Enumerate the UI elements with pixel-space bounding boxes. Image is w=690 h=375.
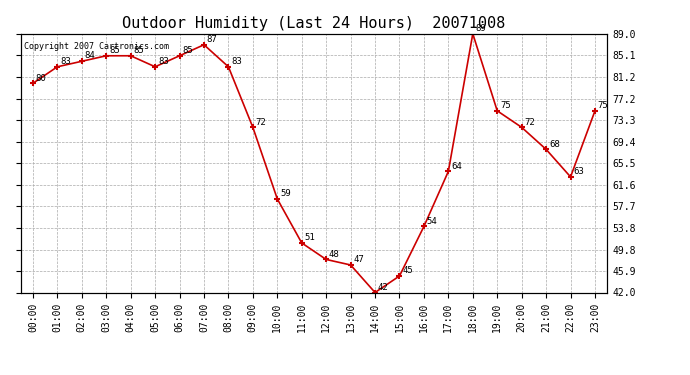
Text: 72: 72 <box>255 118 266 127</box>
Text: 80: 80 <box>36 74 46 82</box>
Text: 75: 75 <box>598 101 609 110</box>
Text: 54: 54 <box>426 217 437 226</box>
Text: 89: 89 <box>475 24 486 33</box>
Text: 83: 83 <box>158 57 168 66</box>
Text: 83: 83 <box>231 57 242 66</box>
Text: 68: 68 <box>549 140 560 148</box>
Text: 51: 51 <box>304 233 315 242</box>
Text: 85: 85 <box>109 46 120 55</box>
Text: 48: 48 <box>329 250 339 259</box>
Text: 87: 87 <box>207 35 217 44</box>
Text: 85: 85 <box>182 46 193 55</box>
Title: Outdoor Humidity (Last 24 Hours)  20071008: Outdoor Humidity (Last 24 Hours) 2007100… <box>122 16 506 31</box>
Text: 84: 84 <box>85 51 95 60</box>
Text: 59: 59 <box>280 189 290 198</box>
Text: 64: 64 <box>451 162 462 171</box>
Text: 45: 45 <box>402 266 413 275</box>
Text: 47: 47 <box>353 255 364 264</box>
Text: 72: 72 <box>524 118 535 127</box>
Text: Copyright 2007 Cartronics.com: Copyright 2007 Cartronics.com <box>23 42 168 51</box>
Text: 75: 75 <box>500 101 511 110</box>
Text: 42: 42 <box>378 283 388 292</box>
Text: 83: 83 <box>60 57 71 66</box>
Text: 63: 63 <box>573 167 584 176</box>
Text: 85: 85 <box>133 46 144 55</box>
